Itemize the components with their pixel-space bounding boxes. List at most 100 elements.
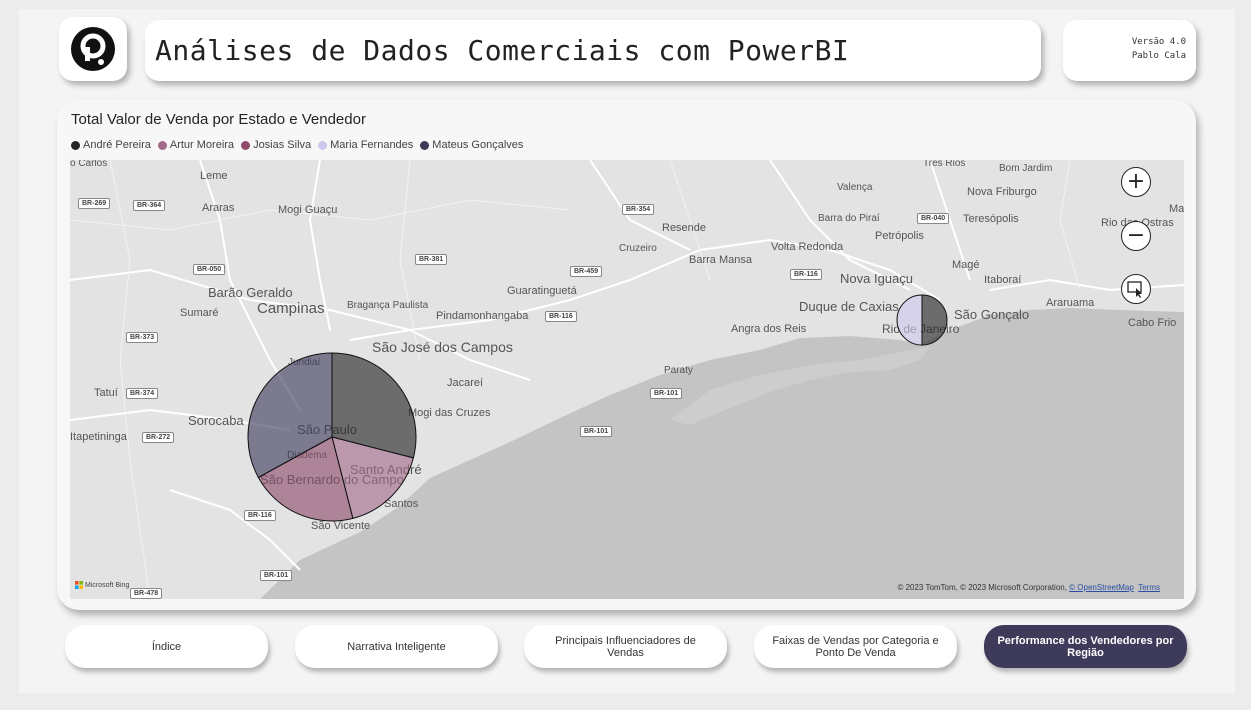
- attribution-text: © 2023 TomTom, © 2023 Microsoft Corporat…: [897, 583, 1070, 592]
- author-label: Pablo Cala: [1131, 51, 1186, 61]
- road-shield: BR-354: [622, 204, 655, 215]
- map-city-label: Cruzeiro: [619, 243, 657, 254]
- nav-label: Principais Influenciadores de Vendas: [555, 634, 696, 659]
- map-city-label: São Vicente: [311, 520, 371, 532]
- road-shield: BR-040: [917, 213, 950, 224]
- legend-item[interactable]: Artur Moreira: [157, 139, 235, 151]
- map-city-label: Angra dos Reis: [731, 323, 807, 335]
- map-canvas[interactable]: o Carlos Leme Araras Mogi Guaçu Barão Gerald…: [70, 160, 1184, 599]
- map-city-label: Pindamonhangaba: [436, 310, 529, 322]
- map-city-label: São José dos Campos: [372, 339, 513, 355]
- logo-card: [59, 17, 127, 81]
- road-shield: BR-459: [570, 266, 603, 277]
- legend-label: Mateus Gonçalves: [432, 139, 524, 151]
- zoom-in-button[interactable]: +: [1121, 167, 1151, 197]
- road-shield: BR-269: [78, 198, 111, 209]
- map-attribution: © 2023 TomTom, © 2023 Microsoft Corporat…: [897, 583, 1160, 592]
- zoom-out-button[interactable]: −: [1121, 221, 1151, 251]
- map-city-label: Araruama: [1046, 297, 1095, 309]
- legend-item[interactable]: Mateus Gonçalves: [420, 139, 523, 151]
- map-city-label: Nova Iguaçu: [840, 271, 913, 286]
- pie-slice[interactable]: [257, 436, 354, 522]
- bing-label: Microsoft Bing: [85, 581, 130, 589]
- map-city-label: Mogi Guaçu: [278, 204, 338, 216]
- legend-item[interactable]: André Pereira: [71, 139, 151, 151]
- map-city-label: Cabo Frio: [1128, 317, 1177, 329]
- page-title: Análises de Dados Comerciais com PowerBI: [155, 34, 850, 67]
- pie-slice[interactable]: [896, 294, 923, 346]
- map-city-label: Volta Redonda: [771, 241, 844, 253]
- map-city-label: Mogi das Cruzes: [408, 407, 491, 419]
- map-city-label: Bom Jardim: [999, 163, 1053, 174]
- map-city-label: Santos: [384, 498, 419, 510]
- road-shield: BR-381: [415, 254, 448, 265]
- nav-label: Performance dos Vendedores por Região: [997, 634, 1174, 659]
- road-shield: BR-364: [133, 200, 166, 211]
- map-visual[interactable]: Total Valor de Venda por Estado e Vended…: [57, 100, 1196, 610]
- version-label: Versão 4.0: [1131, 37, 1186, 47]
- pie-slice[interactable]: [247, 352, 333, 479]
- osm-link[interactable]: © OpenStreetMap: [1069, 583, 1134, 592]
- nav-button-narrativa[interactable]: Narrativa Inteligente: [295, 625, 498, 668]
- map-city-label: Petrópolis: [875, 230, 924, 242]
- powerbi-p-logo-icon: [71, 27, 115, 71]
- map-city-label: Valença: [837, 182, 873, 193]
- map-city-label: Paraty: [664, 365, 693, 376]
- map-city-label: Nova Friburgo: [967, 186, 1037, 198]
- select-button[interactable]: [1121, 274, 1151, 304]
- road-shield: BR-373: [126, 332, 159, 343]
- map-city-label: São Gonçalo: [954, 307, 1030, 322]
- legend-item[interactable]: Josias Silva: [241, 139, 311, 151]
- map-city-label: Sorocaba: [188, 413, 244, 428]
- terms-link[interactable]: Terms: [1138, 583, 1160, 592]
- legend-marker: [318, 140, 328, 150]
- plus-icon: +: [1126, 169, 1146, 194]
- map-city-label: Leme: [200, 170, 228, 182]
- minus-icon: −: [1126, 223, 1146, 248]
- map-city-label: Araras: [202, 202, 235, 214]
- select-icon: [1127, 281, 1142, 298]
- map-city-label: o Carlos: [70, 160, 108, 169]
- legend-marker: [71, 140, 80, 150]
- legend-marker: [420, 140, 430, 150]
- title-card: Análises de Dados Comerciais com PowerBI: [145, 20, 1041, 81]
- road-shield: BR-116: [545, 311, 577, 322]
- road-shield: BR-101: [260, 570, 293, 581]
- nav-label: Faixas de Vendas por Categoria e Ponto D…: [772, 634, 939, 659]
- nav-button-influenciadores[interactable]: Principais Influenciadores de Vendas: [524, 625, 727, 668]
- map-city-label: Guaratinguetá: [507, 285, 577, 297]
- map-city-label: Resende: [662, 222, 707, 234]
- map-city-label: Magé: [952, 259, 980, 271]
- nav-button-faixas[interactable]: Faixas de Vendas por Categoria e Ponto D…: [754, 625, 957, 668]
- road-shield: BR-272: [142, 432, 175, 443]
- map-city-label: Macaé: [1169, 203, 1184, 215]
- road-shield: BR-050: [193, 264, 226, 275]
- legend-label: Artur Moreira: [169, 139, 235, 151]
- nav-button-performance[interactable]: Performance dos Vendedores por Região: [984, 625, 1187, 668]
- map-city-label: Sumaré: [180, 307, 219, 319]
- legend-item[interactable]: Maria Fernandes: [318, 139, 413, 151]
- legend-marker: [241, 140, 251, 150]
- map-city-label: Barra do Piraí: [818, 213, 880, 224]
- map-city-label: Itaboraí: [984, 274, 1022, 286]
- map-city-label: Barra Mansa: [689, 254, 752, 266]
- nav-button-indice[interactable]: Índice: [65, 625, 268, 668]
- legend-marker: [157, 140, 167, 150]
- map-base: [70, 160, 1184, 599]
- nav-label: Índice: [151, 640, 182, 653]
- pie-layer[interactable]: [70, 160, 1184, 599]
- map-city-label: Campinas: [257, 300, 325, 317]
- pie-slice[interactable]: [331, 352, 417, 459]
- map-city-label: Bragança Paulista: [347, 300, 429, 311]
- legend-label: Josias Silva: [253, 139, 312, 151]
- map-city-label: Barão Geraldo: [208, 285, 293, 300]
- legend-label: Maria Fernandes: [330, 139, 414, 151]
- legend-label: André Pereira: [83, 139, 151, 151]
- map-city-label: Itapetininga: [70, 431, 127, 443]
- bing-logo: Microsoft Bing: [75, 581, 129, 589]
- map-city-label: Três Rios: [923, 160, 966, 169]
- pie-slice[interactable]: [331, 436, 414, 519]
- road-shield: BR-101: [580, 426, 613, 437]
- road-shield: BR-478: [130, 588, 163, 599]
- pie-slice[interactable]: [921, 294, 948, 346]
